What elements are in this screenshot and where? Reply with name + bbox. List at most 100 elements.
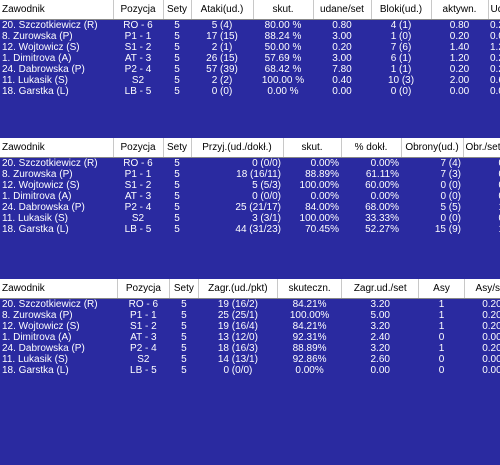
cell-receptions: 25 (21/17) — [235, 202, 281, 213]
cell-position: S2 — [131, 213, 145, 224]
table-row[interactable]: 20. Szczotkiewicz (R) RO - 6 5 19 (16/2) 84.… — [0, 299, 500, 311]
cell-player: 18. Garstka (L) — [2, 224, 69, 235]
cell-position: P1 - 1 — [130, 310, 157, 321]
table-row[interactable]: 12. Wojtowicz (S) S1 - 2 5 19 (16/4) 84.21% 3… — [0, 321, 500, 332]
col-header-effectiveness[interactable]: skuteczn. — [277, 279, 343, 299]
col-header-efficiency[interactable]: skut. — [253, 0, 314, 20]
cell-effectiveness: 92.86% — [292, 354, 327, 365]
col-header-sets[interactable]: Sety — [169, 279, 199, 299]
cell-effectiveness: 84.21% — [292, 299, 327, 310]
table-row[interactable]: 8. Zurowska (P) P1 - 1 5 18 (16/11) 88.89% 61… — [0, 169, 500, 180]
col-header-blocks-per-set[interactable]: Ud./set — [488, 0, 500, 20]
table-row[interactable]: 8. Zurowska (P) P1 - 1 5 25 (25/1) 100.00% 5.… — [0, 310, 500, 321]
table-row[interactable]: 8. Zurowska (P) P1 - 1 5 17 (15) 88.24 % 3.00… — [0, 31, 500, 42]
col-header-sets[interactable]: Sety — [163, 138, 192, 158]
cell-player: 24. Dabrowska (P) — [2, 202, 85, 213]
table-row[interactable]: 1. Dimitrova (A) AT - 3 5 0 (0/0) 0.00% 0.00%… — [0, 191, 500, 202]
col-header-accuracy[interactable]: % dokł. — [341, 138, 402, 158]
col-header-aces-per-set[interactable]: Asy/set — [464, 279, 500, 299]
table-row[interactable]: 11. Lukasik (S) S2 5 3 (3/1) 100.00% 33.33% 0 … — [0, 213, 500, 224]
cell-player: 8. Zurowska (P) — [2, 310, 73, 321]
col-header-serves-per-set[interactable]: Zagr.ud./set — [341, 279, 420, 299]
cell-accuracy: 68.00% — [365, 202, 399, 213]
table-row[interactable]: 1. Dimitrova (A) AT - 3 5 26 (15) 57.69 % 3.0… — [0, 53, 500, 64]
cell-position: S2 — [131, 75, 145, 86]
table-row[interactable]: 11. Lukasik (S) S2 5 14 (13/1) 92.86% 2.60 0 0.… — [0, 354, 500, 365]
table-row[interactable]: 18. Garstka (L) LB - 5 5 0 (0/0) 0.00% 0.00 0 0… — [0, 365, 500, 376]
col-header-attacks[interactable]: Ataki(ud.) — [191, 0, 254, 20]
cell-aces: 1 — [438, 310, 445, 321]
col-header-player[interactable]: Zawodnik — [0, 279, 118, 299]
cell-sets: 5 — [174, 64, 180, 75]
cell-blocks-per-set: 0.60 — [490, 75, 500, 86]
table-row[interactable]: 24. Dabrowska (P) P2 - 4 5 18 (16/3) 88.89% 3… — [0, 343, 500, 354]
col-header-efficiency[interactable]: skut. — [283, 138, 342, 158]
col-header-player[interactable]: Zawodnik — [0, 0, 114, 20]
cell-player: 12. Wojtowicz (S) — [2, 180, 80, 191]
cell-player: 8. Zurowska (P) — [2, 31, 73, 42]
col-header-sets[interactable]: Sety — [163, 0, 192, 20]
table-row[interactable]: 20. Szczotkiewicz (R) RO - 6 5 5 (4) 80.00 %… — [0, 20, 500, 32]
col-header-digs-per-set[interactable]: Obr./set — [463, 138, 500, 158]
cell-player: 20. Szczotkiewicz (R) — [2, 158, 98, 169]
table-row[interactable]: 18. Garstka (L) LB - 5 5 44 (31/23) 70.45% 52… — [0, 224, 500, 235]
cell-success-per-set: 0.40 — [332, 75, 352, 86]
cell-attacks: 57 (39) — [206, 64, 238, 75]
cell-sets: 5 — [181, 343, 187, 354]
col-header-position[interactable]: Pozycja — [113, 138, 164, 158]
cell-efficiency: 100.00% — [299, 180, 339, 191]
cell-aces: 1 — [438, 321, 445, 332]
cell-position: S2 — [137, 354, 150, 365]
col-header-digs[interactable]: Obrony(ud.) — [401, 138, 464, 158]
cell-sets: 5 — [174, 53, 180, 64]
cell-digs-per-set: 0.00 — [463, 180, 500, 191]
cell-serves: 13 (12/0) — [217, 332, 258, 343]
table-row[interactable]: 11. Lukasik (S) S2 5 2 (2) 100.00 % 0.40 10 (3… — [0, 75, 500, 86]
cell-digs: 0 (0) — [440, 191, 461, 202]
col-header-position[interactable]: Pozycja — [113, 0, 164, 20]
cell-efficiency: 84.00% — [305, 202, 339, 213]
table-row[interactable]: 24. Dabrowska (P) P2 - 4 5 57 (39) 68.42 % 7.… — [0, 64, 500, 75]
table-row[interactable]: 18. Garstka (L) LB - 5 5 0 (0) 0.00 % 0.00 0 (… — [0, 86, 500, 97]
cell-activity: 1.20 — [449, 53, 470, 64]
col-header-success-per-set[interactable]: udane/set — [313, 0, 372, 20]
cell-player: 8. Zurowska (P) — [2, 169, 73, 180]
cell-digs: 7 (3) — [440, 169, 461, 180]
cell-efficiency: 68.42 % — [264, 64, 302, 75]
cell-position: LB - 5 — [130, 365, 157, 376]
col-header-blocks[interactable]: Bloki(ud.) — [371, 0, 432, 20]
cell-sets: 5 — [174, 158, 180, 169]
cell-digs: 5 (5) — [440, 202, 461, 213]
cell-player: 11. Lukasik (S) — [2, 213, 68, 224]
cell-receptions: 44 (31/23) — [235, 224, 281, 235]
cell-player: 12. Wojtowicz (S) — [2, 321, 80, 332]
cell-sets: 5 — [181, 321, 187, 332]
cell-serves: 0 (0/0) — [223, 365, 253, 376]
cell-aces-per-set: 0.20 — [482, 343, 500, 354]
col-header-player[interactable]: Zawodnik — [0, 138, 114, 158]
col-header-serves[interactable]: Zagr.(ud./pkt) — [198, 279, 278, 299]
col-header-position[interactable]: Pozycja — [117, 279, 170, 299]
cell-blocks-per-set: 1.20 — [490, 42, 500, 53]
cell-blocks-per-set: 0.00 — [490, 31, 500, 42]
table-row[interactable]: 12. Wojtowicz (S) S1 - 2 5 5 (5/3) 100.00% 60… — [0, 180, 500, 191]
cell-sets: 5 — [181, 332, 187, 343]
cell-aces-per-set: 0.20 — [482, 321, 500, 332]
table-row[interactable]: 12. Wojtowicz (S) S1 - 2 5 2 (1) 50.00 % 0.20… — [0, 42, 500, 53]
cell-sets: 5 — [181, 365, 187, 376]
col-header-aces[interactable]: Asy — [418, 279, 465, 299]
col-header-activity[interactable]: aktywn. — [431, 0, 489, 20]
table-row[interactable]: 1. Dimitrova (A) AT - 3 5 13 (12/0) 92.31% 2.… — [0, 332, 500, 343]
cell-efficiency: 100.00% — [299, 213, 339, 224]
table-row[interactable]: 20. Szczotkiewicz (R) RO - 6 5 0 (0/0) 0.00%… — [0, 158, 500, 170]
cell-position: AT - 3 — [124, 53, 152, 64]
table-row[interactable]: 24. Dabrowska (P) P2 - 4 5 25 (21/17) 84.00%… — [0, 202, 500, 213]
cell-accuracy: 0.00% — [370, 191, 399, 202]
cell-player: 12. Wojtowicz (S) — [2, 42, 80, 53]
cell-activity: 0.00 — [449, 86, 470, 97]
col-header-receptions[interactable]: Przyj.(ud./dokł.) — [191, 138, 284, 158]
cell-player: 1. Dimitrova (A) — [2, 191, 72, 202]
cell-effectiveness: 0.00% — [295, 365, 324, 376]
cell-serves: 18 (16/3) — [217, 343, 258, 354]
